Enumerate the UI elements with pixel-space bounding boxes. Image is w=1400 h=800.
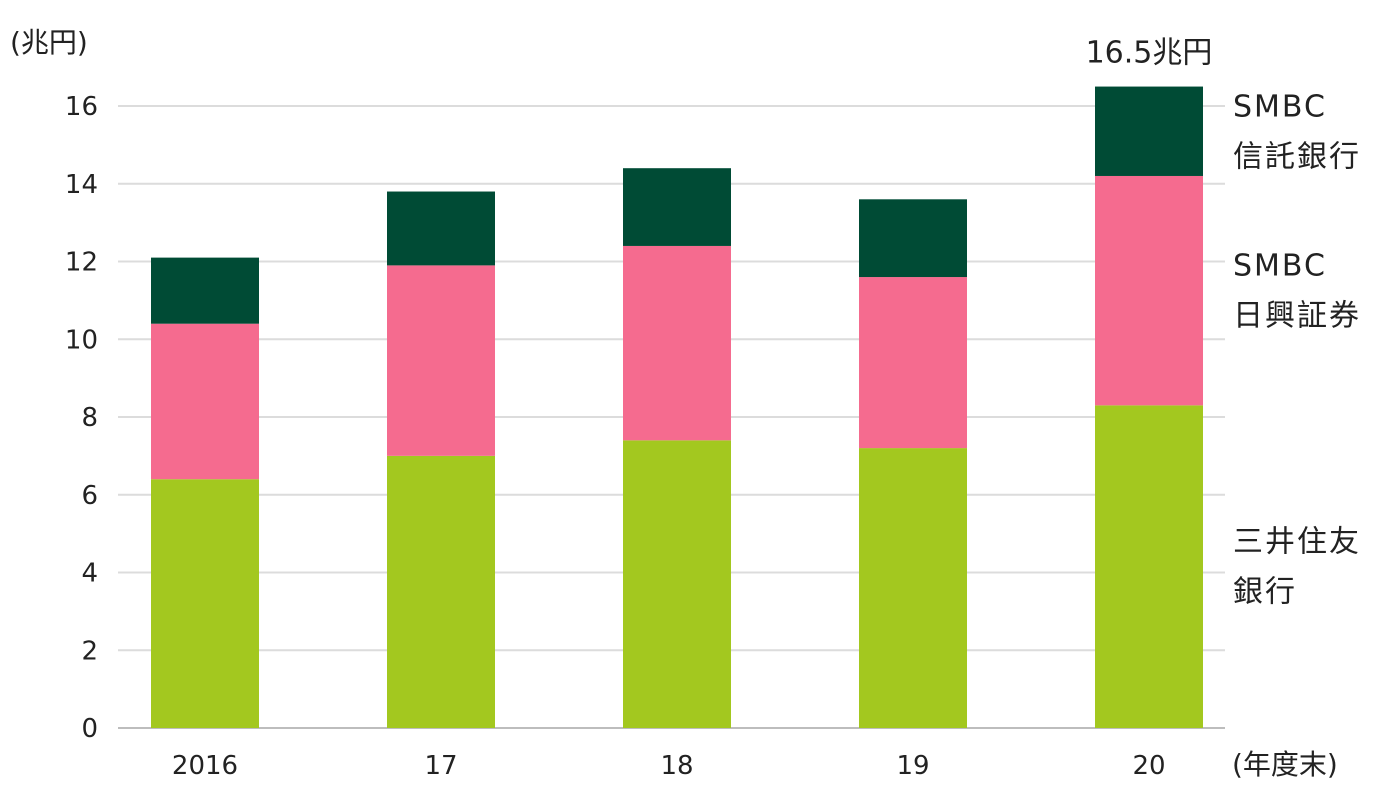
bar-segment — [387, 191, 495, 266]
bar-segment — [623, 440, 731, 728]
y-tick-label: 8 — [81, 403, 98, 433]
y-tick-label: 12 — [65, 248, 98, 278]
bar-segment — [387, 455, 495, 728]
legend-label: SMBC — [1233, 89, 1327, 124]
x-tick-label: 19 — [896, 751, 929, 781]
legend-label: 三井住友 — [1233, 525, 1361, 560]
bar-segment — [859, 277, 967, 449]
y-tick-label: 0 — [81, 714, 98, 744]
x-axis-unit-label: (年度末) — [1232, 748, 1338, 781]
y-tick-label: 10 — [65, 325, 98, 355]
bar-segment — [859, 199, 967, 278]
y-tick-label: 6 — [81, 481, 98, 511]
bar-segment — [1095, 405, 1203, 728]
y-axis-unit-label: (兆円) — [10, 26, 88, 59]
x-tick-label: 17 — [424, 751, 457, 781]
bar-segment — [387, 265, 495, 456]
legend-label: 日興証券 — [1233, 299, 1361, 334]
y-tick-label: 16 — [65, 92, 98, 122]
bar-segment — [1095, 175, 1203, 406]
x-tick-label: 18 — [660, 751, 693, 781]
y-tick-label: 14 — [65, 170, 98, 200]
x-axis-ticks: 2016 17 18 19 20 — [172, 751, 1166, 781]
legend-label: 信託銀行 — [1233, 139, 1361, 174]
bar-segment — [1095, 86, 1203, 176]
y-tick-label: 4 — [81, 559, 98, 589]
bar-segment — [623, 245, 731, 441]
bar-segment — [859, 448, 967, 728]
bar-segment — [151, 257, 259, 324]
legend-label: 銀行 — [1233, 575, 1297, 610]
y-axis-ticks: 0 2 4 6 8 10 12 14 16 — [65, 92, 98, 744]
y-tick-label: 2 — [81, 636, 98, 666]
bar-segment — [623, 168, 731, 246]
bars — [151, 86, 1203, 728]
x-tick-label: 2016 — [172, 751, 238, 781]
bar-segment — [151, 479, 259, 728]
total-annotation: 16.5兆円 — [1086, 36, 1213, 71]
legend-label: SMBC — [1233, 249, 1327, 284]
x-tick-label: 20 — [1132, 751, 1165, 781]
bar-segment — [151, 323, 259, 480]
